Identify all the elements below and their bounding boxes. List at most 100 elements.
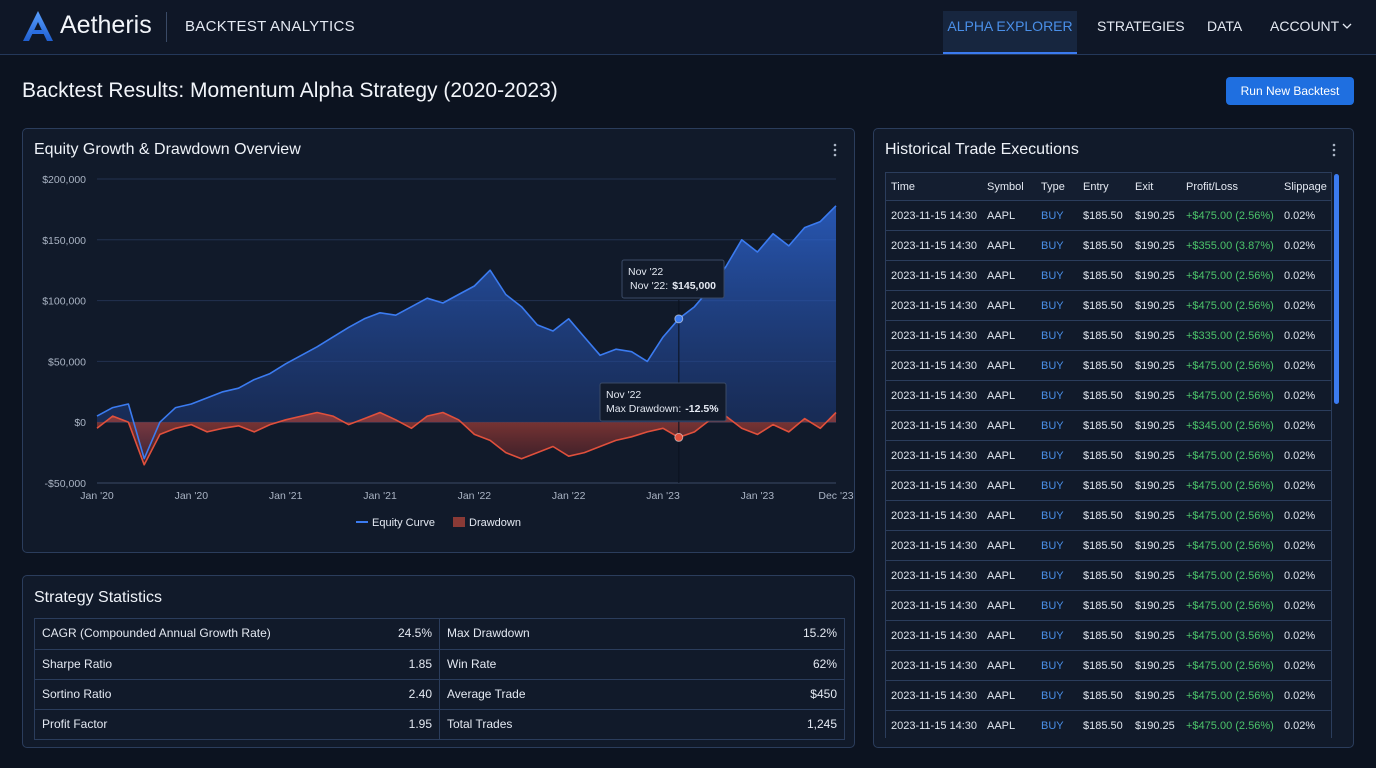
stats-cell: Sortino Ratio 2.40	[35, 680, 439, 709]
trade-cell: AAPL	[982, 230, 1036, 261]
trade-cell: +$475.00 (2.56%)	[1181, 290, 1279, 321]
trade-cell: BUY	[1036, 380, 1078, 411]
trade-cell: $190.25	[1130, 350, 1181, 381]
stats-row: Profit Factor 1.95 Total Trades 1,245	[35, 709, 844, 739]
trade-cell: +$475.00 (2.56%)	[1181, 260, 1279, 291]
tooltip	[621, 259, 725, 299]
trade-cell: BUY	[1036, 530, 1078, 561]
nav-item[interactable]: STRATEGIES	[1097, 18, 1185, 34]
trade-cell: $185.50	[1078, 290, 1130, 321]
stat-value: $450	[810, 687, 837, 701]
trade-cell: $185.50	[1078, 350, 1130, 381]
trade-cell: +$475.00 (2.56%)	[1181, 680, 1279, 711]
trade-cell: 2023-11-15 14:30	[886, 410, 982, 441]
trade-cell: BUY	[1036, 410, 1078, 441]
stat-label: Sharpe Ratio	[42, 657, 113, 671]
legend-swatch	[453, 517, 465, 527]
trade-cell: $190.25	[1130, 620, 1181, 651]
trade-cell: AAPL	[982, 410, 1036, 441]
y-tick-label: -$50,000	[45, 478, 87, 490]
trade-cell: $190.25	[1130, 410, 1181, 441]
trade-row: 2023-11-15 14:30 AAPL BUY $185.50 $190.25 +$3…	[886, 230, 1331, 261]
trade-cell: +$475.00 (2.56%)	[1181, 500, 1279, 531]
stat-value: 1,245	[806, 717, 837, 731]
trade-cell: AAPL	[982, 350, 1036, 381]
column-header: Slippage	[1279, 173, 1331, 201]
trade-cell: 0.02%	[1279, 230, 1331, 261]
trade-cell: 2023-11-15 14:30	[886, 680, 982, 711]
stat-label: Sortino Ratio	[42, 687, 112, 701]
table-body: 2023-11-15 14:30 AAPL BUY $185.50 $190.25 +$4…	[886, 200, 1331, 738]
trade-row: 2023-11-15 14:30 AAPL BUY $185.50 $190.25 +$4…	[886, 380, 1331, 411]
trade-cell: +$475.00 (2.56%)	[1181, 710, 1279, 738]
trade-cell: 0.02%	[1279, 320, 1331, 351]
trade-cell: $190.25	[1130, 290, 1181, 321]
trade-cell: BUY	[1036, 230, 1078, 261]
trade-cell: $190.25	[1130, 650, 1181, 681]
trade-cell: 2023-11-15 14:30	[886, 380, 982, 411]
trade-cell: 2023-11-15 14:30	[886, 590, 982, 621]
tooltip-line: Max Drawdown: -12.5%	[606, 403, 719, 415]
trade-cell: AAPL	[982, 500, 1036, 531]
trade-cell: 2023-11-15 14:30	[886, 290, 982, 321]
stats-row: Sharpe Ratio 1.85 Win Rate 62%	[35, 649, 844, 679]
y-tick-label: $150,000	[42, 235, 86, 247]
trade-row: 2023-11-15 14:30 AAPL BUY $185.50 $190.25 +$3…	[886, 320, 1331, 351]
run-button[interactable]: Run New Backtest	[1226, 77, 1354, 105]
trade-cell: $185.50	[1078, 620, 1130, 651]
stats-cell: Win Rate 62%	[439, 650, 844, 679]
trade-cell: BUY	[1036, 260, 1078, 291]
trade-cell: $190.25	[1130, 200, 1181, 231]
tooltip	[599, 382, 727, 422]
nav-item[interactable]: ALPHA EXPLORER	[943, 11, 1077, 54]
trade-cell: 2023-11-15 14:30	[886, 650, 982, 681]
nav-item[interactable]: ACCOUNT	[1270, 18, 1340, 34]
stat-value: 1.85	[408, 657, 432, 671]
trade-cell: 0.02%	[1279, 710, 1331, 738]
x-tick-label: Jan '22	[458, 490, 492, 502]
stat-label: Average Trade	[447, 687, 526, 701]
trade-cell: $190.25	[1130, 320, 1181, 351]
trade-cell: +$475.00 (2.56%)	[1181, 470, 1279, 501]
trade-row: 2023-11-15 14:30 AAPL BUY $185.50 $190.25 +$4…	[886, 470, 1331, 501]
x-tick-label: Jan '22	[552, 490, 586, 502]
trade-cell: 2023-11-15 14:30	[886, 230, 982, 261]
panel-title: Strategy Statistics	[34, 589, 163, 606]
column-header: Symbol	[982, 173, 1036, 201]
nav-item[interactable]: DATA	[1207, 18, 1243, 34]
trade-cell: $185.50	[1078, 710, 1130, 738]
trade-cell: AAPL	[982, 620, 1036, 651]
trade-cell: BUY	[1036, 590, 1078, 621]
column-header: Profit/Loss	[1181, 173, 1279, 201]
trade-cell: AAPL	[982, 200, 1036, 231]
menu-icon[interactable]	[833, 143, 837, 157]
trade-cell: +$475.00 (2.56%)	[1181, 560, 1279, 591]
x-tick-label: Jan '23	[741, 490, 775, 502]
trade-cell: BUY	[1036, 620, 1078, 651]
trade-cell: AAPL	[982, 380, 1036, 411]
trade-cell: BUY	[1036, 290, 1078, 321]
scrollbar[interactable]	[1334, 174, 1339, 404]
trade-cell: $185.50	[1078, 320, 1130, 351]
trade-row: 2023-11-15 14:30 AAPL BUY $185.50 $190.25 +$4…	[886, 710, 1331, 738]
trade-cell: BUY	[1036, 560, 1078, 591]
stats-cell: Average Trade $450	[439, 680, 844, 709]
trade-cell: 0.02%	[1279, 440, 1331, 471]
trade-cell: 0.02%	[1279, 260, 1331, 291]
stat-value: 15.2%	[802, 626, 837, 640]
stats-cell: CAGR (Compounded Annual Growth Rate) 24.5…	[35, 619, 439, 649]
trade-cell: 2023-11-15 14:30	[886, 320, 982, 351]
trade-cell: +$475.00 (2.56%)	[1181, 380, 1279, 411]
stat-label: Profit Factor	[42, 717, 108, 731]
trade-row: 2023-11-15 14:30 AAPL BUY $185.50 $190.25 +$4…	[886, 440, 1331, 471]
trade-cell: $190.25	[1130, 590, 1181, 621]
stats-cell: Profit Factor 1.95	[35, 710, 439, 739]
header: Aetheris BACKTEST ANALYTICS ALPHA EXPLOR…	[0, 0, 1376, 55]
stat-label: Win Rate	[447, 657, 497, 671]
menu-icon[interactable]	[1332, 143, 1336, 157]
legend-label: Drawdown	[469, 517, 521, 529]
tooltip-title: Nov '22	[606, 389, 641, 401]
trade-cell: $185.50	[1078, 650, 1130, 681]
page-title: Backtest Results: Momentum Alpha Strateg…	[22, 79, 558, 102]
trade-cell: +$355.00 (3.87%)	[1181, 230, 1279, 261]
